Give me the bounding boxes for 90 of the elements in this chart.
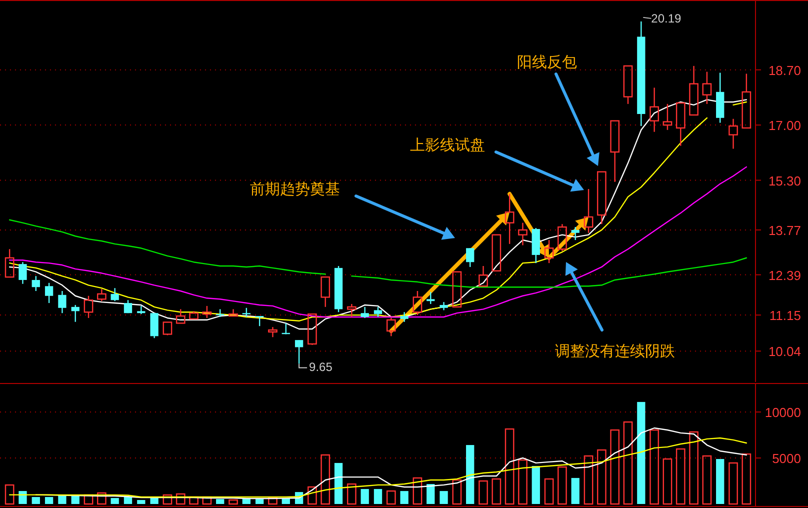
bar (492, 478, 502, 505)
bar (676, 448, 686, 505)
y-tick-label: 11.15 (769, 308, 801, 324)
candlestick (650, 87, 659, 132)
bar (268, 497, 278, 505)
candlestick (18, 262, 27, 284)
bar (504, 428, 514, 505)
bar (558, 466, 567, 505)
bar (44, 497, 54, 504)
candlestick (242, 307, 250, 318)
bar (689, 431, 698, 505)
candlestick (386, 317, 396, 337)
candlestick (702, 71, 712, 105)
bar (440, 491, 448, 504)
bar (334, 462, 343, 504)
bar (124, 497, 132, 504)
bar (716, 459, 724, 504)
bar (32, 497, 40, 504)
y-tick-label: 17.00 (768, 118, 801, 134)
bar (412, 477, 422, 505)
y-tick-label: 5000 (772, 450, 801, 466)
bar (97, 492, 106, 505)
y-tick-label: 10000 (764, 404, 801, 420)
candlestick (728, 118, 738, 150)
annotation: 阳线反包 (517, 54, 577, 71)
bar (4, 484, 14, 505)
bar (320, 454, 330, 505)
annotation: 20.19 (651, 11, 682, 26)
candlestick (466, 248, 474, 268)
bar (466, 445, 474, 504)
bar (623, 421, 633, 505)
bar (742, 453, 752, 505)
bar (544, 478, 554, 505)
bar (518, 459, 528, 505)
candlestick (504, 193, 514, 245)
bar (162, 494, 172, 505)
line-series (8, 437, 748, 498)
bar (308, 486, 317, 505)
candlestick (518, 222, 528, 246)
bar (637, 402, 646, 504)
candlestick (97, 288, 106, 302)
candlestick (32, 275, 40, 292)
bar (216, 499, 224, 504)
bar (386, 490, 396, 505)
candlestick (360, 306, 369, 319)
candlestick (347, 303, 356, 318)
y-tick-label: 18.70 (768, 62, 801, 78)
bar (110, 498, 119, 504)
candlestick (426, 291, 435, 305)
candlestick (44, 282, 54, 304)
y-tick-label: 13.77 (768, 222, 801, 238)
candlestick (294, 339, 304, 364)
annotation: 9.65 (309, 360, 333, 374)
y-tick-label: 10.04 (768, 344, 801, 360)
candlestick (124, 300, 132, 314)
candlestick (58, 290, 66, 314)
y-tick-label: 12.39 (768, 268, 801, 283)
bar (347, 483, 356, 505)
bar (610, 429, 620, 505)
candlestick (374, 306, 382, 318)
bar (650, 429, 659, 505)
bar (728, 462, 738, 505)
bar (478, 480, 488, 505)
bar (360, 489, 369, 504)
bar (597, 449, 606, 505)
bar (584, 455, 594, 505)
annotation: 调整没有连续阴跌 (555, 343, 675, 360)
bar (571, 478, 580, 504)
bar (228, 499, 238, 505)
y-tick-label: 15.30 (768, 173, 801, 188)
candlestick (150, 312, 158, 339)
bar (176, 493, 186, 505)
annotation: 上影线试盘 (410, 137, 485, 154)
bar (452, 479, 462, 505)
candlestick (110, 287, 119, 302)
candlestick (571, 226, 580, 241)
bar (662, 458, 672, 505)
candlestick (400, 312, 408, 322)
bar (400, 491, 408, 504)
candlestick (268, 326, 278, 338)
candlestick (137, 305, 146, 315)
bar (71, 496, 80, 504)
annotation: 前期趋势奠基 (250, 181, 340, 198)
bar (426, 484, 435, 504)
bar (532, 466, 540, 504)
bar (374, 489, 382, 504)
candlestick (558, 224, 567, 252)
bar (702, 455, 712, 505)
candlestick (71, 304, 80, 322)
bar (137, 500, 146, 504)
